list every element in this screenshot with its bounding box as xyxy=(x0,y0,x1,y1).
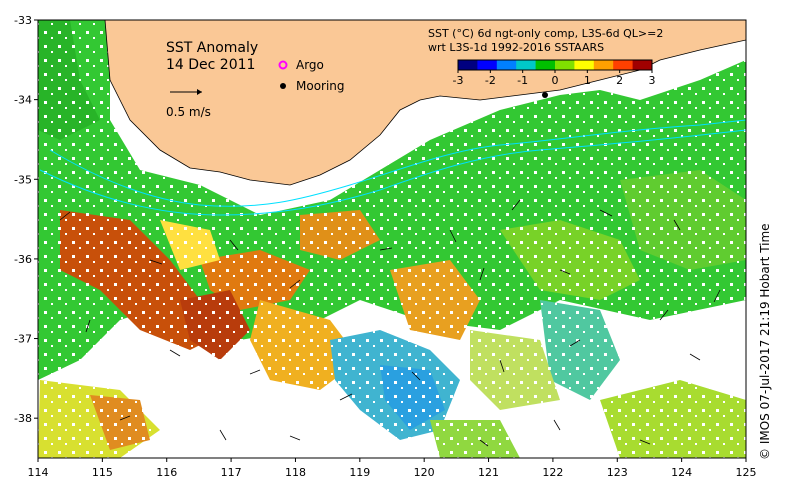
lon-tick-label: 114 xyxy=(28,466,49,479)
colorbar-tick-label: 0 xyxy=(552,74,559,87)
lat-tick-label: -34 xyxy=(14,94,32,107)
lon-tick-label: 115 xyxy=(92,466,113,479)
colorbar-segment xyxy=(535,60,556,70)
plot-area xyxy=(38,20,746,458)
colorbar-tick-label: 1 xyxy=(584,74,591,87)
colorbar-title-line1: SST (°C) 6d ngt-only comp, L3S-6d QL>=2 xyxy=(428,27,663,40)
lon-tick-label: 121 xyxy=(478,466,499,479)
colorbar-segment xyxy=(555,60,575,70)
colorbar-title-line2: wrt L3S-1d 1992-2016 SSTAARS xyxy=(428,41,604,54)
argo-legend-label: Argo xyxy=(296,58,324,72)
lon-tick-label: 116 xyxy=(156,466,177,479)
colorbar-segment xyxy=(613,60,634,70)
map-date: 14 Dec 2011 xyxy=(166,57,255,73)
mooring-marker xyxy=(542,92,548,98)
imos-credit: © IMOS 07-Jul-2017 21:19 Hobart Time xyxy=(758,223,772,460)
colorbar-tick-label: 3 xyxy=(649,74,656,87)
contour-lines xyxy=(39,119,746,216)
lat-tick-label: -37 xyxy=(14,333,32,346)
colorbar-tick-label: -3 xyxy=(453,74,464,87)
plot-frame xyxy=(37,19,747,459)
mooring-legend-icon xyxy=(280,83,286,89)
mooring-legend-label: Mooring xyxy=(296,79,345,93)
colorbar-segment xyxy=(458,60,478,70)
scale-arrowhead-icon xyxy=(197,89,202,95)
colorbar-tick-label: -2 xyxy=(485,74,496,87)
argo-legend-icon xyxy=(278,60,288,70)
colorbar xyxy=(457,59,653,71)
colorbar-tick-label: -1 xyxy=(517,74,528,87)
colorbar-ticks: -3 -2 -1 0 1 2 3 xyxy=(453,70,656,87)
colorbar-segment xyxy=(477,60,498,70)
latitude-axis: -33 -34 -35 -36 -37 -38 xyxy=(14,14,38,425)
lat-tick-label: -35 xyxy=(14,173,32,186)
colorbar-segment xyxy=(574,60,595,70)
colorbar-segment xyxy=(632,60,653,70)
lon-tick-label: 117 xyxy=(221,466,242,479)
map-title: SST Anomaly xyxy=(166,40,258,56)
lon-tick-label: 119 xyxy=(349,466,370,479)
current-vectors xyxy=(59,199,721,447)
lon-tick-label: 120 xyxy=(414,466,435,479)
longitude-axis: 114 115 116 117 118 119 120 121 122 123 124 125 xyxy=(28,458,757,479)
lon-tick-label: 125 xyxy=(736,466,757,479)
lat-tick-label: -36 xyxy=(14,253,32,266)
colorbar-segment xyxy=(516,60,537,70)
colorbar-segment xyxy=(496,60,517,70)
lat-tick-label: -33 xyxy=(14,14,32,27)
colorbar-segment xyxy=(593,60,614,70)
lon-tick-label: 124 xyxy=(671,466,692,479)
lon-tick-label: 122 xyxy=(542,466,563,479)
lon-tick-label: 123 xyxy=(607,466,628,479)
lat-tick-label: -38 xyxy=(14,412,32,425)
lon-tick-label: 118 xyxy=(285,466,306,479)
colorbar-tick-label: 2 xyxy=(616,74,623,87)
scale-label: 0.5 m/s xyxy=(166,105,211,119)
